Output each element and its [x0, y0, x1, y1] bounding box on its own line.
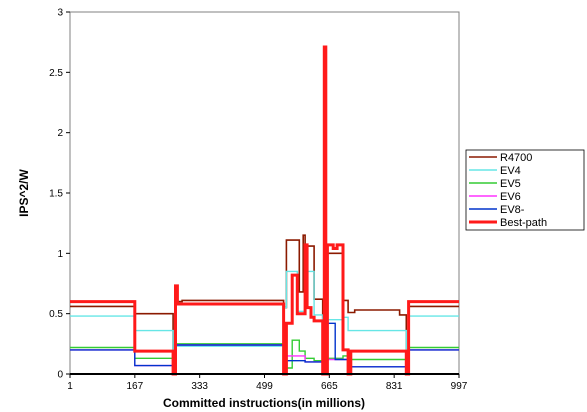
legend-label: EV6 [500, 191, 521, 203]
series-layer [70, 45, 459, 376]
x-axis-ticks: 1 167 333 499 665 831 997 [67, 374, 468, 392]
y-tick-label: 0 [57, 370, 63, 381]
legend-label: EV4 [500, 165, 521, 177]
y-tick-label: 3 [57, 8, 63, 19]
legend-label: EV8- [500, 204, 525, 216]
x-tick-label: 167 [126, 381, 143, 392]
y-tick-label: 2.5 [49, 68, 63, 79]
legend-label: Best-path [500, 217, 547, 229]
series-line-bestpath [70, 45, 459, 376]
x-tick-label: 831 [386, 381, 403, 392]
legend-label: R4700 [500, 152, 532, 164]
legend-label: EV5 [500, 178, 521, 190]
x-tick-label: 333 [191, 381, 208, 392]
x-tick-label: 997 [451, 381, 468, 392]
x-tick-label: 665 [321, 381, 338, 392]
y-tick-label: 0.5 [49, 309, 63, 320]
legend-box [465, 149, 585, 231]
y-tick-label: 1.5 [49, 189, 63, 200]
x-tick-label: 1 [67, 381, 73, 392]
plot-area [69, 11, 460, 375]
y-tick-label: 1 [57, 249, 63, 260]
y-axis-ticks: 0 0.5 1 1.5 2 2.5 3 [49, 8, 70, 381]
x-tick-label: 499 [256, 381, 273, 392]
y-axis-label: IPS^2/W [17, 168, 31, 216]
y-tick-label: 2 [57, 128, 63, 139]
x-axis-label: Committed instructions(in millions) [163, 396, 365, 410]
